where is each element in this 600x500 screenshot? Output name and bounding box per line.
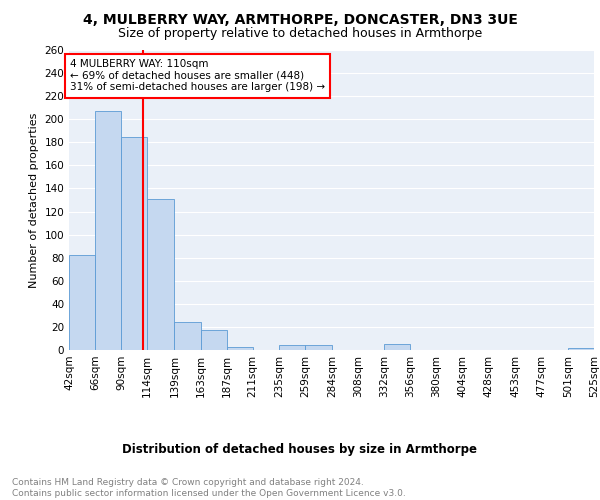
Bar: [147, 199, 175, 350]
Bar: [175, 322, 200, 350]
Text: 4, MULBERRY WAY, ARMTHORPE, DONCASTER, DN3 3UE: 4, MULBERRY WAY, ARMTHORPE, DONCASTER, D…: [83, 12, 517, 26]
Bar: [568, 348, 594, 350]
Text: Size of property relative to detached houses in Armthorpe: Size of property relative to detached ho…: [118, 28, 482, 40]
Bar: [384, 344, 410, 350]
Bar: [95, 111, 121, 350]
Bar: [305, 346, 332, 350]
Bar: [227, 346, 253, 350]
Bar: [279, 346, 305, 350]
Text: Distribution of detached houses by size in Armthorpe: Distribution of detached houses by size …: [122, 442, 478, 456]
Text: 4 MULBERRY WAY: 110sqm
← 69% of detached houses are smaller (448)
31% of semi-de: 4 MULBERRY WAY: 110sqm ← 69% of detached…: [70, 59, 325, 92]
Bar: [200, 330, 227, 350]
Bar: [121, 136, 147, 350]
Text: Contains HM Land Registry data © Crown copyright and database right 2024.
Contai: Contains HM Land Registry data © Crown c…: [12, 478, 406, 498]
Y-axis label: Number of detached properties: Number of detached properties: [29, 112, 39, 288]
Bar: [69, 256, 95, 350]
